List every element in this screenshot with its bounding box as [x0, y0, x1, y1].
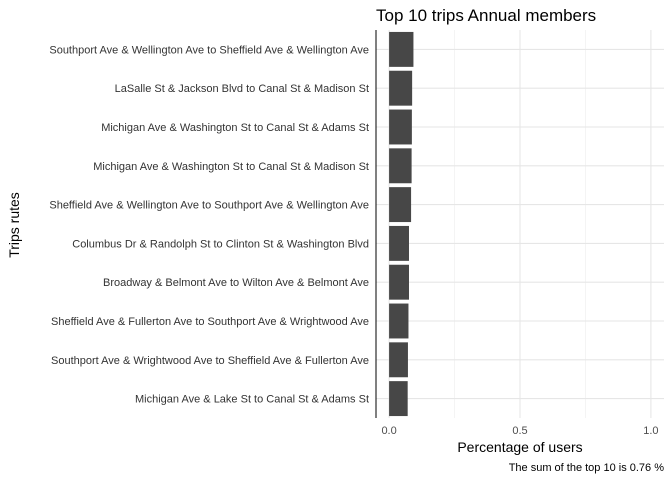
bar: [389, 31, 414, 67]
y-tick-label: Broadway & Belmont Ave to Wilton Ave & B…: [103, 277, 369, 289]
caption: The sum of the top 10 is 0.76 %: [509, 462, 665, 474]
y-axis-title: Trips rutes: [6, 192, 22, 258]
bar: [389, 342, 408, 378]
y-tick-label: Southport Ave & Wellington Ave to Sheffi…: [49, 44, 369, 56]
y-tick-labels: Southport Ave & Wellington Ave to Sheffi…: [49, 44, 369, 405]
y-tick-label: Michigan Ave & Washington St to Canal St…: [93, 161, 369, 173]
chart-title: Top 10 trips Annual members: [376, 6, 596, 25]
bar: [389, 148, 412, 184]
bar: [389, 264, 409, 300]
bar: [389, 70, 413, 106]
y-tick-label: Southport Ave & Wrightwood Ave to Sheffi…: [51, 355, 369, 367]
y-tick-label: Michigan Ave & Lake St to Canal St & Ada…: [135, 394, 369, 406]
bars: [389, 31, 414, 417]
x-tick-labels: 0.0 0.5 1.0: [381, 425, 658, 437]
gridlines: [376, 30, 664, 418]
y-tick-label: Sheffield Ave & Fullerton Ave to Southpo…: [51, 316, 369, 328]
x-tick-label: 1.0: [643, 425, 658, 437]
y-tick-label: Columbus Dr & Randolph St to Clinton St …: [72, 238, 369, 250]
y-tick-label: Sheffield Ave & Wellington Ave to Southp…: [49, 200, 369, 212]
x-tick-label: 0.0: [381, 425, 396, 437]
bar: [389, 381, 408, 417]
y-tick-label: LaSalle St & Jackson Blvd to Canal St & …: [115, 83, 369, 95]
y-tick-label: Michigan Ave & Washington St to Canal St…: [101, 122, 369, 134]
bar: [389, 225, 409, 261]
x-tick-label: 0.5: [512, 425, 527, 437]
bar: [389, 303, 409, 339]
x-axis-title: Percentage of users: [457, 439, 582, 455]
bar: [389, 109, 412, 145]
bar: [389, 187, 412, 223]
